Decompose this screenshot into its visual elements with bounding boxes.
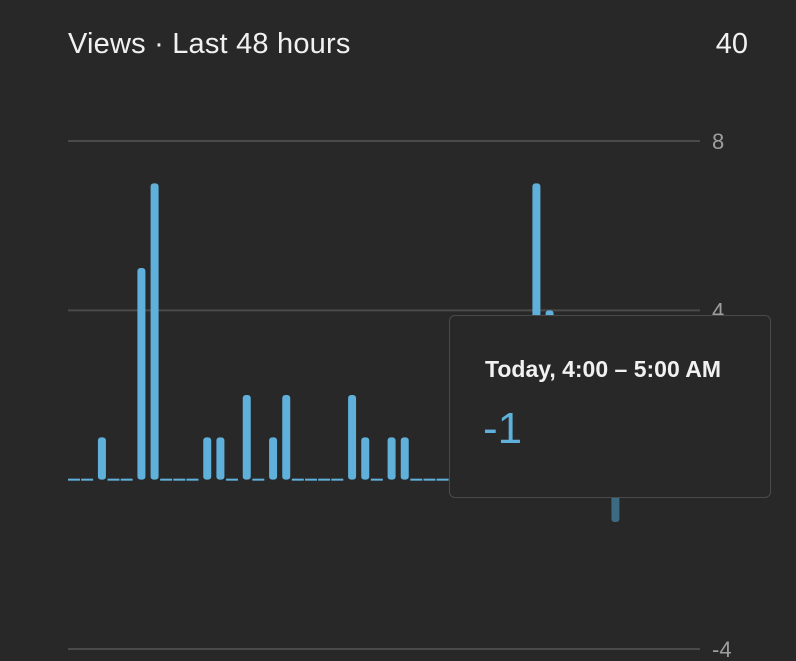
bar-hour-3[interactable] <box>107 478 120 481</box>
hover-tooltip: Today, 4:00 – 5:00 AM -1 <box>449 315 771 498</box>
bar-hour-0[interactable] <box>68 478 80 481</box>
bar-hour-19[interactable] <box>318 478 331 481</box>
bar-hour-28[interactable] <box>436 478 449 481</box>
bar-hour-4[interactable] <box>120 478 133 481</box>
tooltip-time-range: Today, 4:00 – 5:00 AM <box>485 356 722 382</box>
bar-hour-7[interactable] <box>160 478 173 481</box>
bar-hour-27[interactable] <box>423 478 436 481</box>
bar-hour-13[interactable] <box>242 395 251 480</box>
bar-hour-6[interactable] <box>150 183 159 480</box>
bar-hour-25[interactable] <box>400 437 409 480</box>
bar-hour-16[interactable] <box>282 395 291 480</box>
grid-lines <box>68 140 700 650</box>
chart-title: Views · Last 48 hours <box>68 28 351 60</box>
bar-hour-23[interactable] <box>370 478 383 481</box>
total-views: 40 <box>715 28 748 60</box>
bar-hour-22[interactable] <box>361 437 370 480</box>
bar-hour-17[interactable] <box>291 478 304 481</box>
bar-hour-14[interactable] <box>252 478 265 481</box>
bar-hour-9[interactable] <box>186 478 199 481</box>
bar-hour-21[interactable] <box>348 395 357 480</box>
bar-hour-20[interactable] <box>331 478 344 481</box>
bar-hour-2[interactable] <box>97 437 106 480</box>
bar-hour-18[interactable] <box>305 478 317 481</box>
bar-hour-24[interactable] <box>387 437 396 480</box>
tooltip-value: -1 <box>483 404 523 453</box>
y-tick-label: 8 <box>712 129 724 154</box>
bar-hour-8[interactable] <box>173 478 186 481</box>
bar-hour-5[interactable] <box>137 268 146 480</box>
bar-hour-11[interactable] <box>216 437 225 480</box>
bar-hour-1[interactable] <box>81 478 94 481</box>
bar-hour-15[interactable] <box>269 437 278 480</box>
y-tick-label: -4 <box>712 637 732 661</box>
bar-hour-10[interactable] <box>203 437 212 480</box>
bar-hour-12[interactable] <box>226 478 238 481</box>
bar-hour-26[interactable] <box>410 478 423 481</box>
